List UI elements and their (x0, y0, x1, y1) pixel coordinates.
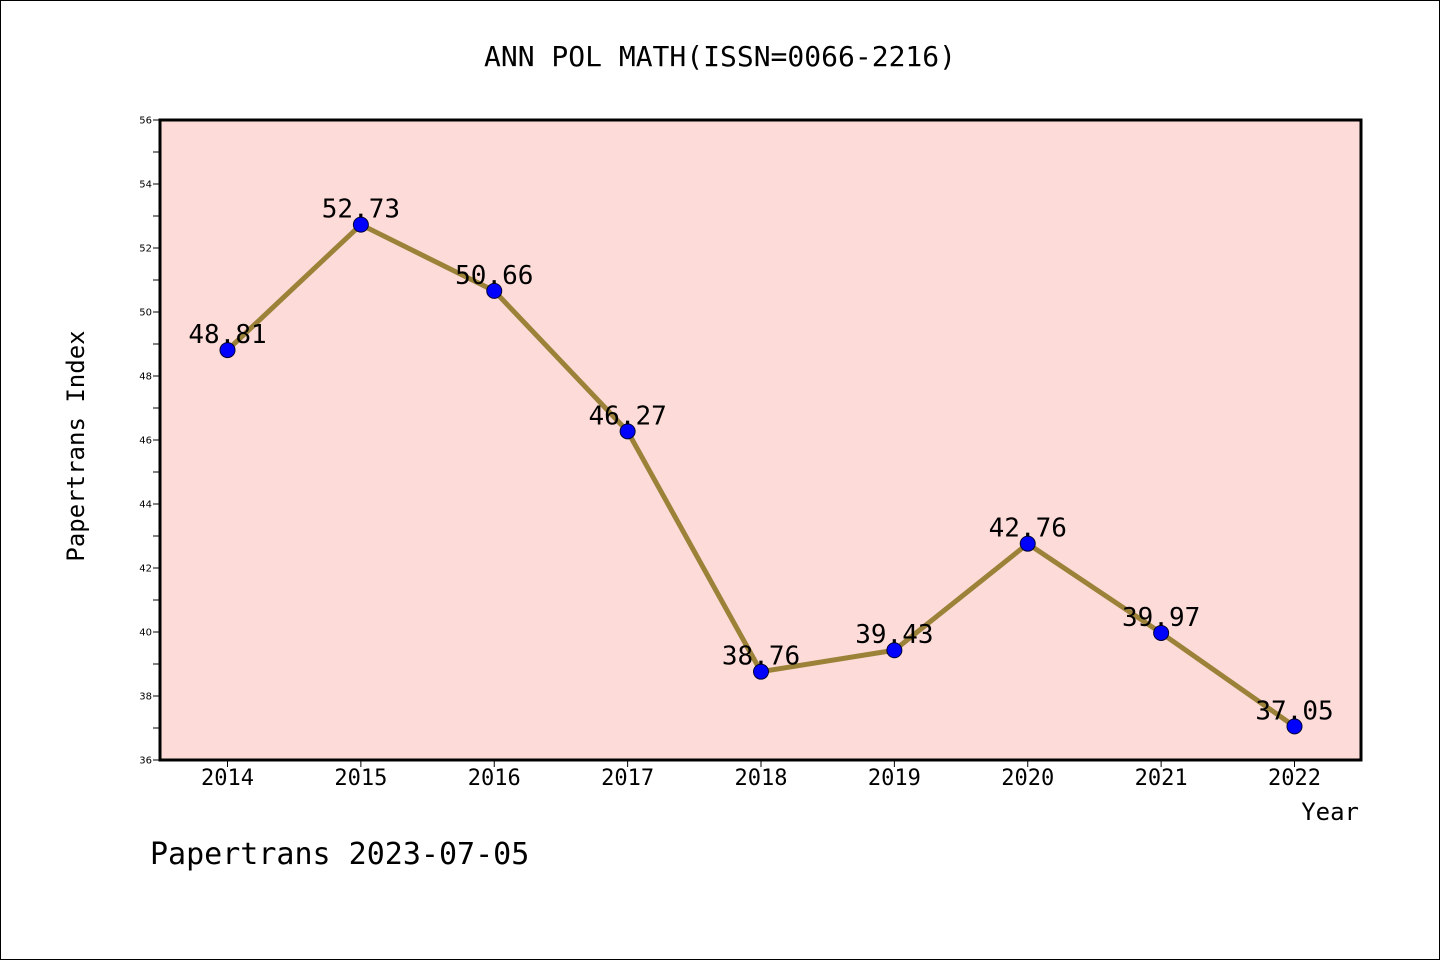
data-label: 39.43 (855, 620, 933, 650)
x-tick-label: 2017 (601, 766, 654, 791)
data-label: 37.05 (1255, 696, 1333, 726)
x-tick-label: 2019 (868, 766, 921, 791)
watermark-text: Papertrans 2023-07-05 (150, 837, 529, 872)
y-tick-label: 38 (139, 692, 152, 703)
data-label-layer: 48.81 52.73 50.66 46.27 38.76 39.43 42.76 39.97… (188, 195, 1333, 727)
x-tick-label: 2015 (334, 766, 387, 791)
y-tick-label: 56 (139, 116, 152, 127)
data-point (219, 342, 236, 359)
data-label: 38.76 (722, 642, 800, 672)
x-tick-label: 2020 (1001, 766, 1054, 791)
y-axis-label: Papertrans Index (62, 330, 90, 561)
data-label: 50.66 (455, 261, 533, 291)
data-point (1153, 624, 1170, 641)
y-tick-label: 44 (139, 500, 152, 511)
y-tick-label: 36 (139, 756, 152, 767)
data-point (352, 216, 369, 233)
series-layer (219, 216, 1303, 735)
x-axis: 2014 2015 2016 2017 2018 2019 2020 2021 2022 (201, 760, 1321, 791)
y-tick-label: 48 (139, 372, 152, 383)
data-point (1019, 535, 1036, 552)
data-label: 46.27 (588, 401, 666, 431)
y-axis: 36 38 40 42 44 46 48 50 52 54 56 (139, 116, 160, 767)
data-label: 42.76 (989, 514, 1067, 544)
data-label: 48.81 (188, 320, 266, 350)
data-point (886, 642, 903, 659)
data-point (619, 423, 636, 440)
plot-frame (158, 118, 1363, 762)
y-tick-label: 54 (139, 180, 152, 191)
data-label: 52.73 (322, 195, 400, 225)
data-point (486, 282, 503, 299)
y-tick-label: 42 (139, 564, 152, 575)
x-tick-label: 2018 (735, 766, 788, 791)
x-tick-label: 2022 (1268, 766, 1321, 791)
x-tick-label: 2014 (201, 766, 254, 791)
chart-title: ANN POL MATH(ISSN=0066-2216) (484, 40, 956, 73)
y-tick-label: 46 (139, 436, 152, 447)
data-point (753, 663, 769, 680)
x-tick-label: 2021 (1135, 766, 1188, 791)
data-label: 39.97 (1122, 603, 1200, 633)
data-point (1286, 718, 1303, 735)
x-axis-label: Year (1301, 798, 1359, 826)
y-tick-label: 40 (139, 628, 152, 639)
y-tick-label: 50 (139, 308, 152, 319)
x-tick-label: 2016 (468, 766, 521, 791)
y-tick-label: 52 (139, 244, 152, 255)
